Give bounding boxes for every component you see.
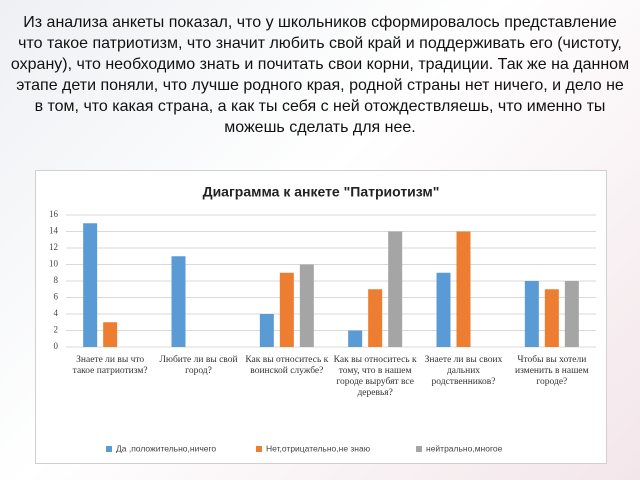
x-tick-label: Как вы относитесь к воинской службе?	[245, 355, 329, 376]
bar	[279, 272, 294, 347]
bar	[103, 322, 118, 347]
legend-label: нейтрально,многое	[426, 443, 503, 453]
legend-label: Да ,положительно,ничего	[116, 443, 216, 453]
y-tick-label: 2	[54, 325, 59, 335]
intro-text: Из анализа анкеты показал, что у школьни…	[10, 14, 630, 136]
y-tick-label: 8	[54, 275, 59, 285]
bar	[171, 256, 186, 347]
y-tick-label: 14	[49, 226, 59, 236]
bar	[436, 272, 451, 347]
y-tick-label: 12	[49, 242, 58, 252]
bar	[524, 281, 539, 347]
x-tick-label: Знаете ли вы своих дальних родственников…	[424, 355, 503, 387]
legend-swatch	[106, 446, 112, 452]
bar	[368, 289, 383, 347]
chart-title: Диаграмма к анкете "Патриотизм"	[203, 184, 440, 200]
legend-swatch	[416, 446, 422, 452]
x-tick-label: Любите ли вы свой город?	[159, 355, 238, 376]
legend-swatch	[256, 446, 262, 452]
chart: Диаграмма к анкете "Патриотизм" 0 2 4 6 8 10 1…	[49, 184, 596, 453]
y-tick-label: 6	[54, 292, 59, 302]
x-tick-label: Чтобы вы хотели изменить в нашем городе?	[514, 355, 589, 387]
bar	[83, 223, 98, 347]
x-tick-label: Знаете ли вы что такое патриотизм?	[72, 355, 148, 376]
y-tick-label: 4	[54, 308, 59, 318]
y-tick-label: 10	[49, 259, 59, 269]
y-tick-label: 0	[54, 341, 59, 351]
legend-label: Нет,отрицательно,не знаю	[266, 443, 371, 453]
bar	[544, 289, 559, 347]
bar	[388, 231, 403, 347]
bar	[299, 264, 314, 347]
y-tick-label: 16	[49, 209, 59, 219]
bar	[348, 330, 363, 347]
x-tick-label: Как вы относитесь к тому, что в нашем го…	[333, 355, 417, 398]
chart-box: Диаграмма к анкете "Патриотизм" 0 2 4 6 8 10 1…	[35, 170, 607, 464]
bar	[259, 314, 274, 347]
bar	[564, 281, 579, 347]
bar	[456, 231, 471, 347]
